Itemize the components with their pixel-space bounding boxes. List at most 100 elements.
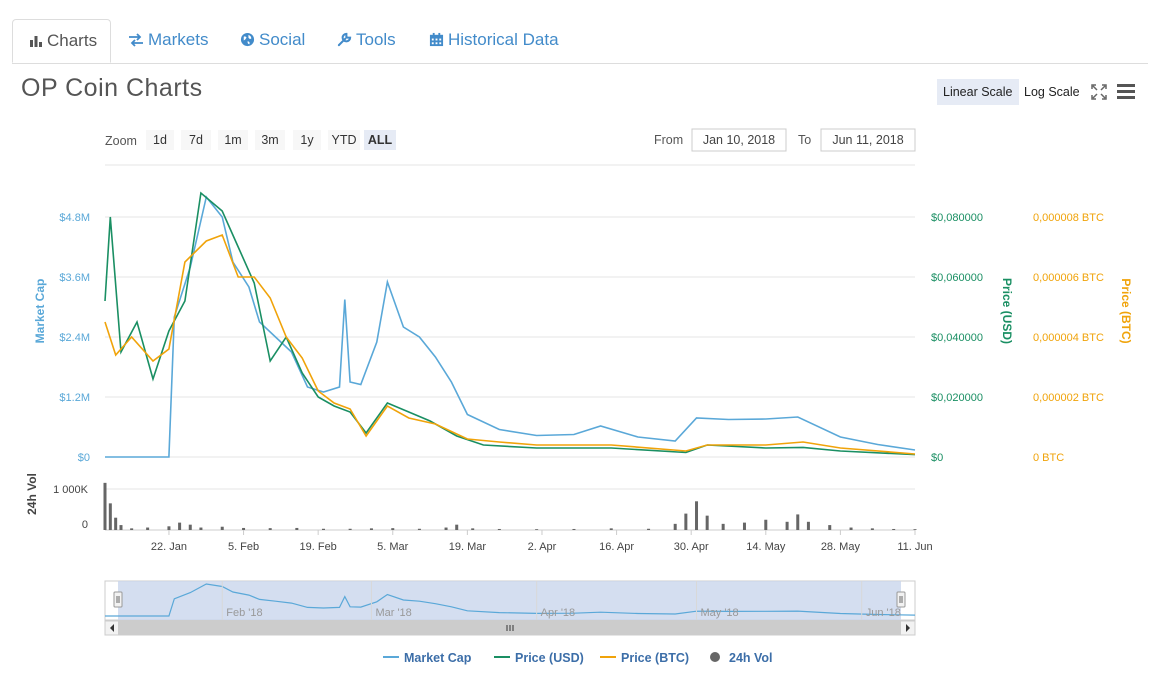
to-label: To [798,133,811,147]
volume-bar [146,527,150,530]
x-tick-label: 2. Apr [528,541,557,553]
market-cap-tick-label: $0 [78,452,90,464]
tab-label: Markets [148,30,209,49]
legend-item-price-btc[interactable]: Price (BTC) [621,651,689,665]
legend-item-price-usd[interactable]: Price (USD) [515,651,584,665]
volume-bar [892,528,896,530]
market-cap-tick-label: $3.6M [59,272,90,284]
tab-bar: Charts Markets Social Tools Historical D… [12,19,1148,64]
volume-bar [742,522,746,530]
volume-bar [684,513,688,530]
zoom-button-7d[interactable] [181,130,211,150]
tab-historical-data[interactable]: Historical Data [413,19,575,61]
navigator-tick-label: Mar '18 [375,607,411,619]
market-cap-axis-title: Market Cap [33,279,47,344]
market-cap-tick-label: $2.4M [59,332,90,344]
volume-bar [369,528,373,530]
volume-bar [444,527,448,530]
zoom-button-all[interactable] [364,130,396,150]
legend-item-volume[interactable]: 24h Vol [729,651,773,665]
volume-bar [119,525,123,530]
x-tick-label: 5. Mar [377,541,409,553]
volume-bar [242,527,246,530]
log-scale-button[interactable]: Log Scale [1024,85,1080,99]
series-line-price-usd [104,191,916,456]
bar-chart-icon [30,36,42,47]
x-tick-label: 11. Jun [897,541,932,553]
wrench-icon [337,32,352,47]
zoom-button-3m[interactable] [255,130,285,150]
globe-icon [240,32,255,47]
volume-bar [870,528,874,530]
tab-charts[interactable]: Charts [12,19,111,63]
tab-label: Historical Data [448,30,559,49]
x-tick-label: 16. Apr [599,541,634,553]
from-date-input[interactable] [691,128,787,152]
price-btc-tick-label: 0 BTC [1033,452,1064,464]
zoom-label: Zoom [105,134,137,148]
price-usd-tick-label: $0,040000 [931,332,983,344]
volume-bar [417,528,421,530]
price-usd-tick-label: $0,080000 [931,212,983,224]
navigator-handle-right[interactable] [896,591,906,608]
volume-bar [609,528,613,530]
volume-tick-label: 0 [82,519,88,531]
scrollbar-grip-icon [506,625,514,631]
volume-bar [471,528,475,530]
handle-grip-icon [899,596,903,603]
zoom-button-ytd[interactable] [328,130,360,150]
price-btc-tick-label: 0,000008 BTC [1033,212,1104,224]
zoom-button-label: 3m [261,133,278,147]
volume-bar [103,482,107,530]
volume-bar [497,528,501,530]
from-label: From [654,133,683,147]
scroll-left-icon[interactable] [110,624,114,632]
to-date-input[interactable] [820,128,916,152]
legend-item-market-cap[interactable]: Market Cap [404,651,472,665]
zoom-button-label: 1d [153,133,167,147]
price-btc-tick-label: 0,000002 BTC [1033,392,1104,404]
menu-icon[interactable] [1117,83,1135,99]
zoom-button-1m[interactable] [218,130,248,150]
price-btc-axis-title: Price (BTC) [1119,278,1133,343]
navigator-tick-label: Apr '18 [541,607,576,619]
price-usd-axis-title: Price (USD) [1000,278,1014,344]
zoom-button-label: 1m [224,133,241,147]
price-usd-tick-label: $0,060000 [931,272,983,284]
volume-bar [535,529,539,530]
tab-social[interactable]: Social [224,19,321,61]
volume-bar [348,528,352,530]
x-tick-label: 5. Feb [228,541,259,553]
tab-label: Social [259,30,306,49]
x-tick-label: 30. Apr [674,541,709,553]
handle-grip-icon [116,596,120,603]
zoom-button-label: YTD [332,133,357,147]
volume-bar [796,514,800,530]
navigator-tick-label: Jun '18 [866,607,901,619]
volume-bar [913,529,917,530]
linear-scale-button[interactable]: Linear Scale [937,79,1019,105]
volume-bar [167,526,171,530]
tab-label: Charts [47,31,98,50]
tab-tools[interactable]: Tools [321,19,412,61]
x-tick-label: 22. Jan [151,541,187,553]
fullscreen-icon[interactable] [1091,84,1107,100]
navigator-handle-left[interactable] [113,591,123,608]
volume-bar [647,528,651,530]
volume-bar [705,515,709,530]
volume-bar [806,521,810,530]
navigator-selection[interactable] [118,581,901,620]
price-usd-tick-label: $0,020000 [931,392,983,404]
volume-bar [391,528,395,530]
zoom-button-1y[interactable] [293,130,321,150]
volume-bar [220,526,224,530]
volume-bar [321,528,325,530]
tab-markets[interactable]: Markets [112,19,224,61]
x-tick-label: 28. May [821,541,861,553]
from-date-value: Jan 10, 2018 [703,133,775,147]
legend-volume-marker [710,652,720,662]
zoom-button-1d[interactable] [146,130,174,150]
volume-bar [849,527,853,530]
scroll-right-icon[interactable] [906,624,910,632]
